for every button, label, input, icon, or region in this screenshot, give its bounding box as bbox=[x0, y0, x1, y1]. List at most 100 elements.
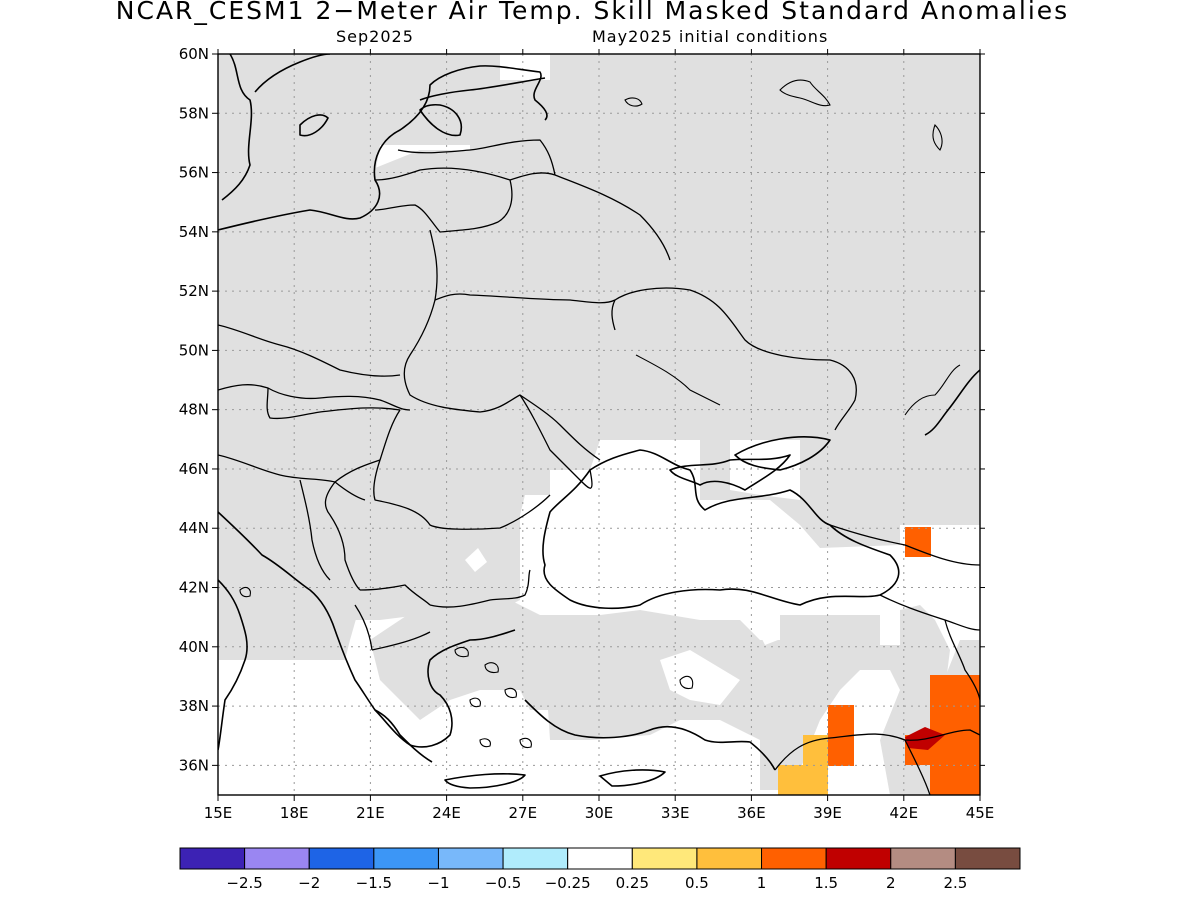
colorbar-label: 0.5 bbox=[685, 874, 709, 892]
skill-mask-holes bbox=[465, 440, 900, 705]
border bbox=[359, 584, 431, 606]
border bbox=[324, 459, 381, 591]
anomaly-cell bbox=[778, 765, 828, 795]
caspian-coast bbox=[924, 369, 980, 436]
colorbar-label: 1 bbox=[757, 874, 767, 892]
lon-tick-label: 24E bbox=[432, 804, 461, 822]
colorbar-swatch bbox=[954, 847, 1021, 870]
gridlines bbox=[218, 54, 980, 795]
lon-tick-label: 27E bbox=[509, 804, 538, 822]
colorbar-label: 0.25 bbox=[616, 874, 649, 892]
border bbox=[429, 229, 857, 431]
colorbar-label: −2.5 bbox=[226, 874, 262, 892]
border bbox=[611, 299, 616, 331]
lon-tick-label: 18E bbox=[280, 804, 309, 822]
lat-tick-label: 36N bbox=[179, 756, 209, 774]
colorbar-swatch bbox=[890, 847, 956, 870]
lat-tick-label: 54N bbox=[179, 223, 209, 241]
border bbox=[774, 729, 980, 771]
colorbar-swatch bbox=[179, 847, 246, 870]
colorbar-swatch bbox=[373, 847, 439, 870]
colorbar-swatch bbox=[308, 847, 375, 870]
border bbox=[218, 384, 411, 411]
gulf-of-riga bbox=[419, 103, 462, 137]
colorbar-label: −1 bbox=[427, 874, 449, 892]
lat-axis: 36N 38N 40N 42N 44N 46N 48N 50N 52N 54N 56N 58N 60N bbox=[179, 45, 985, 774]
colorbar-label: −1.5 bbox=[356, 874, 392, 892]
map-area bbox=[218, 54, 980, 795]
lat-tick-label: 60N bbox=[179, 45, 209, 63]
turkey-south-coast bbox=[524, 699, 776, 771]
lon-tick-label: 21E bbox=[356, 804, 385, 822]
target-month-label: Sep2025 bbox=[336, 27, 414, 46]
crimea-coast bbox=[669, 454, 791, 491]
colorbar-swatch bbox=[502, 847, 569, 870]
greece-coast bbox=[374, 629, 516, 748]
lat-tick-label: 58N bbox=[179, 104, 209, 122]
border bbox=[944, 619, 980, 701]
colorbar-swatch bbox=[761, 847, 827, 870]
lakes-islands bbox=[239, 79, 961, 749]
colorbar-swatch bbox=[631, 847, 698, 870]
crete-coast bbox=[444, 773, 526, 789]
colorbar-label: 2 bbox=[886, 874, 896, 892]
colorbar-swatch bbox=[244, 847, 310, 870]
border bbox=[519, 394, 593, 489]
lat-tick-label: 40N bbox=[179, 638, 209, 656]
border bbox=[397, 139, 556, 176]
colorbar-swatch bbox=[567, 847, 633, 870]
lon-tick-label: 36E bbox=[737, 804, 766, 822]
border bbox=[879, 594, 980, 631]
colorbar-label: 2.5 bbox=[943, 874, 967, 892]
lat-tick-label: 46N bbox=[179, 460, 209, 478]
lat-tick-label: 48N bbox=[179, 401, 209, 419]
lon-tick-label: 30E bbox=[585, 804, 614, 822]
lon-tick-label: 39E bbox=[813, 804, 842, 822]
lon-tick-label: 15E bbox=[204, 804, 233, 822]
border bbox=[429, 569, 531, 608]
border bbox=[266, 387, 401, 420]
baltic-coast bbox=[218, 65, 548, 231]
azov-coast bbox=[734, 436, 831, 471]
colorbar-swatch bbox=[825, 847, 892, 870]
gulf-of-finland bbox=[419, 77, 546, 101]
border bbox=[373, 409, 551, 530]
border bbox=[374, 179, 513, 233]
border bbox=[554, 174, 671, 261]
anomaly-cell bbox=[905, 527, 931, 557]
border bbox=[299, 479, 331, 581]
lon-tick-label: 45E bbox=[966, 804, 995, 822]
border bbox=[904, 739, 931, 795]
border bbox=[218, 454, 366, 501]
colorbar-label: −0.5 bbox=[485, 874, 521, 892]
colorbar-label: −0.25 bbox=[545, 874, 591, 892]
colorbar: −2.5 −2 −1.5 −1 −0.5 −0.25 0.25 0.5 1 1.5 2 2.5 bbox=[179, 847, 1021, 892]
lon-tick-label: 33E bbox=[661, 804, 690, 822]
adriatic-coast bbox=[218, 511, 433, 763]
border bbox=[354, 604, 373, 651]
colorbar-label: 1.5 bbox=[814, 874, 838, 892]
border bbox=[403, 299, 601, 461]
lat-tick-label: 52N bbox=[179, 282, 209, 300]
borders bbox=[218, 139, 980, 795]
lat-tick-label: 50N bbox=[179, 341, 209, 359]
coastlines bbox=[218, 54, 980, 789]
italy-coast bbox=[218, 579, 248, 751]
lat-tick-label: 42N bbox=[179, 579, 209, 597]
lon-axis: 15E 18E 21E 24E 27E 30E 33E 36E 39E 42E 45E bbox=[204, 49, 995, 822]
anomaly-cell bbox=[803, 735, 828, 766]
cyprus-coast bbox=[599, 769, 666, 787]
map-title: NCAR_CESM1 2−Meter Air Temp. Skill Maske… bbox=[115, 0, 1070, 25]
colorbar-swatch bbox=[696, 847, 763, 870]
colorbar-swatch bbox=[437, 847, 504, 870]
border bbox=[374, 167, 556, 181]
lat-tick-label: 44N bbox=[179, 519, 209, 537]
initial-conditions-label: May2025 initial conditions bbox=[592, 27, 829, 46]
skill-mask bbox=[218, 54, 980, 795]
lat-tick-label: 38N bbox=[179, 697, 209, 715]
lon-tick-label: 42E bbox=[890, 804, 919, 822]
lat-tick-label: 56N bbox=[179, 164, 209, 182]
border bbox=[829, 524, 980, 566]
gotland bbox=[299, 114, 329, 137]
